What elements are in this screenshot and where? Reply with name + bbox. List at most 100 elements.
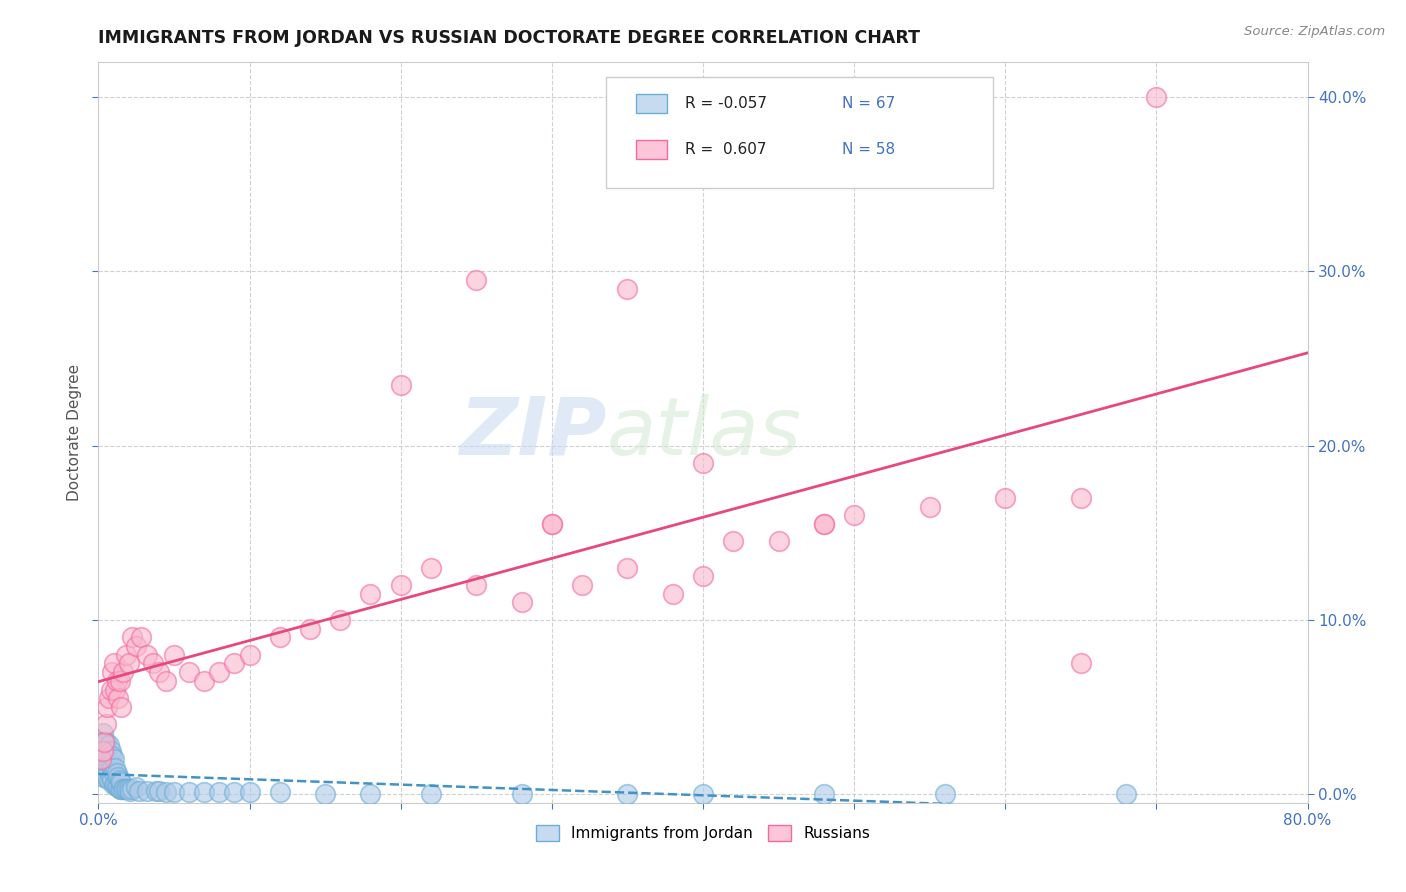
Point bbox=[540, 517, 562, 532]
Point bbox=[121, 630, 143, 644]
Point bbox=[104, 777, 127, 791]
Point bbox=[148, 665, 170, 680]
Point bbox=[110, 781, 132, 796]
Point bbox=[128, 783, 150, 797]
Point bbox=[269, 785, 291, 799]
Point bbox=[208, 665, 231, 680]
Point bbox=[994, 491, 1017, 505]
Point bbox=[813, 787, 835, 801]
Point bbox=[90, 752, 112, 766]
Point bbox=[98, 773, 121, 788]
Bar bbox=[637, 95, 666, 112]
Point bbox=[90, 752, 112, 766]
Point bbox=[91, 770, 114, 784]
Point bbox=[934, 787, 956, 801]
Point bbox=[224, 785, 246, 799]
Point bbox=[420, 560, 443, 574]
Point bbox=[360, 587, 382, 601]
Point bbox=[114, 648, 136, 662]
Point bbox=[571, 578, 593, 592]
Point bbox=[93, 752, 115, 766]
Point bbox=[103, 752, 125, 766]
Point bbox=[91, 743, 114, 757]
Point bbox=[96, 770, 118, 784]
Point bbox=[101, 773, 124, 788]
Point bbox=[1070, 657, 1092, 671]
Point bbox=[360, 787, 382, 801]
Point bbox=[155, 673, 177, 688]
Point bbox=[163, 648, 186, 662]
Point bbox=[111, 781, 134, 796]
Point bbox=[389, 377, 412, 392]
Point bbox=[103, 657, 125, 671]
Point bbox=[420, 787, 443, 801]
Text: ZIP: ZIP bbox=[458, 393, 606, 472]
Point bbox=[465, 273, 488, 287]
Point bbox=[1144, 90, 1167, 104]
Point bbox=[510, 595, 533, 609]
Point bbox=[121, 781, 143, 796]
Text: R = -0.057: R = -0.057 bbox=[685, 96, 766, 111]
Point bbox=[104, 682, 127, 697]
Point bbox=[98, 691, 121, 706]
Text: N = 67: N = 67 bbox=[842, 96, 896, 111]
Point bbox=[115, 781, 138, 796]
Point bbox=[813, 517, 835, 532]
Point bbox=[1115, 787, 1137, 801]
Point bbox=[100, 682, 122, 697]
Point bbox=[179, 665, 201, 680]
Point bbox=[616, 787, 638, 801]
Point bbox=[661, 587, 683, 601]
Point bbox=[692, 456, 714, 470]
Point bbox=[540, 517, 562, 532]
Point bbox=[510, 787, 533, 801]
Point bbox=[125, 639, 148, 653]
Point bbox=[299, 622, 322, 636]
Point bbox=[224, 657, 246, 671]
Point bbox=[118, 657, 141, 671]
Point bbox=[107, 691, 129, 706]
Point bbox=[98, 756, 121, 770]
Point bbox=[129, 630, 152, 644]
Point bbox=[193, 673, 215, 688]
Point bbox=[94, 717, 117, 731]
Point bbox=[107, 780, 129, 794]
Point bbox=[813, 517, 835, 532]
Text: Source: ZipAtlas.com: Source: ZipAtlas.com bbox=[1244, 25, 1385, 38]
Point bbox=[135, 783, 157, 797]
Point bbox=[723, 534, 745, 549]
Point bbox=[208, 785, 231, 799]
Point bbox=[110, 775, 132, 789]
Point bbox=[101, 748, 124, 763]
Point bbox=[100, 743, 122, 757]
Point bbox=[269, 630, 291, 644]
Point bbox=[616, 282, 638, 296]
Point bbox=[193, 785, 215, 799]
Point bbox=[239, 785, 262, 799]
Point bbox=[103, 778, 125, 792]
Point bbox=[239, 648, 262, 662]
Point bbox=[114, 781, 136, 796]
Point bbox=[89, 743, 111, 757]
Point bbox=[108, 673, 131, 688]
Text: atlas: atlas bbox=[606, 393, 801, 472]
Point bbox=[96, 700, 118, 714]
Point bbox=[125, 780, 148, 794]
Point bbox=[111, 665, 134, 680]
Point bbox=[314, 787, 336, 801]
Text: R =  0.607: R = 0.607 bbox=[685, 142, 766, 157]
Point bbox=[163, 785, 186, 799]
FancyBboxPatch shape bbox=[606, 78, 993, 188]
Point bbox=[91, 743, 114, 757]
Point bbox=[145, 783, 167, 797]
Point bbox=[96, 743, 118, 757]
Point bbox=[105, 673, 128, 688]
Point bbox=[105, 766, 128, 780]
Point bbox=[104, 761, 127, 775]
Point bbox=[135, 648, 157, 662]
Point bbox=[90, 735, 112, 749]
Point bbox=[94, 770, 117, 784]
Point bbox=[692, 569, 714, 583]
Point bbox=[100, 770, 122, 784]
Point bbox=[389, 578, 412, 592]
